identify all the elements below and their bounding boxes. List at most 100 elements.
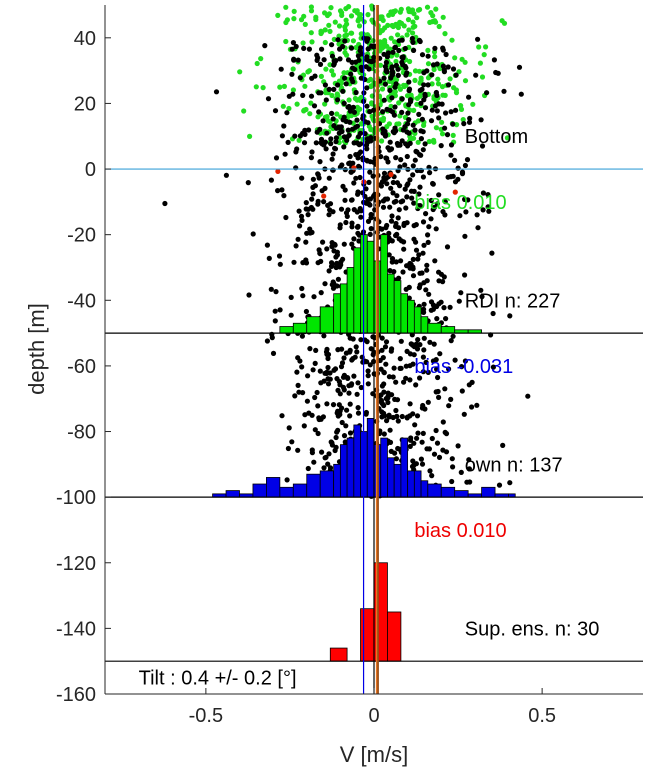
scatter-point bbox=[462, 233, 468, 239]
scatter-point bbox=[427, 170, 433, 176]
scatter-point bbox=[396, 121, 402, 127]
scatter-point bbox=[344, 137, 350, 143]
scatter-point bbox=[404, 194, 410, 200]
scatter-point bbox=[422, 406, 428, 412]
scatter-point bbox=[403, 363, 409, 369]
scatter-point bbox=[386, 121, 392, 127]
scatter-point bbox=[450, 132, 456, 138]
scatter-point bbox=[296, 208, 302, 214]
scatter-point bbox=[396, 38, 402, 44]
scatter-point bbox=[348, 45, 355, 51]
scatter-point bbox=[408, 92, 414, 98]
scatter-point bbox=[290, 66, 296, 72]
scatter-point bbox=[433, 389, 439, 395]
scatter-point bbox=[432, 258, 438, 264]
scatter-point bbox=[322, 101, 328, 107]
scatter-point bbox=[415, 139, 421, 145]
scatter-point bbox=[386, 252, 392, 258]
scatter-point bbox=[384, 69, 390, 75]
scatter-point bbox=[302, 21, 308, 27]
scatter-point bbox=[453, 72, 459, 78]
scatter-point bbox=[439, 101, 445, 107]
scatter-point bbox=[379, 383, 385, 389]
scatter-point bbox=[309, 229, 315, 235]
scatter-point bbox=[310, 176, 316, 182]
scatter-point bbox=[365, 368, 371, 374]
scatter-point bbox=[324, 401, 330, 407]
scatter-point bbox=[302, 412, 308, 418]
histogram-bar bbox=[420, 316, 429, 334]
scatter-point bbox=[383, 155, 389, 161]
scatter-point bbox=[328, 136, 334, 142]
scatter-point bbox=[414, 15, 420, 21]
scatter-point bbox=[480, 207, 486, 213]
scatter-point bbox=[381, 389, 387, 395]
scatter-point bbox=[384, 54, 390, 60]
scatter-point bbox=[455, 165, 461, 171]
scatter-point bbox=[363, 186, 369, 192]
scatter-point bbox=[306, 46, 312, 52]
scatter-point bbox=[329, 53, 336, 59]
scatter-point bbox=[330, 167, 336, 173]
scatter-point bbox=[441, 305, 447, 311]
histogram-bar bbox=[380, 437, 388, 498]
scatter-point bbox=[380, 109, 386, 115]
scatter-point bbox=[458, 290, 464, 296]
scatter-point bbox=[407, 377, 413, 383]
scatter-point bbox=[433, 226, 439, 232]
scatter-point bbox=[353, 344, 359, 350]
scatter-point bbox=[329, 243, 335, 250]
histogram-bar bbox=[279, 326, 294, 334]
scatter-point bbox=[446, 366, 452, 372]
scatter-point bbox=[303, 106, 309, 113]
scatter-point bbox=[407, 97, 414, 103]
scatter-point bbox=[432, 103, 438, 109]
scatter-point bbox=[382, 196, 388, 202]
scatter-point bbox=[339, 346, 345, 352]
scatter-point bbox=[478, 287, 484, 293]
scatter-point bbox=[457, 213, 463, 219]
scatter-point bbox=[298, 213, 305, 219]
scatter-point bbox=[380, 17, 386, 23]
scatter-point bbox=[393, 456, 399, 462]
scatter-point bbox=[370, 352, 376, 358]
scatter-point bbox=[364, 103, 370, 109]
scatter-point bbox=[418, 136, 424, 142]
scatter-point bbox=[327, 62, 333, 68]
scatter-point bbox=[389, 392, 395, 398]
scatter-point bbox=[299, 333, 305, 339]
scatter-point bbox=[414, 101, 420, 107]
scatter-point bbox=[484, 90, 490, 96]
scatter-point bbox=[394, 397, 401, 403]
scatter-point bbox=[380, 204, 387, 210]
scatter-point bbox=[430, 358, 436, 364]
scatter-point bbox=[309, 39, 315, 45]
scatter-point bbox=[294, 146, 300, 152]
histogram-bar bbox=[413, 306, 422, 334]
scatter-point bbox=[247, 133, 253, 139]
scatter-point bbox=[318, 73, 324, 79]
scatter-point bbox=[317, 251, 323, 257]
scatter-point bbox=[281, 83, 287, 89]
scatter-point bbox=[453, 90, 460, 96]
scatter-point bbox=[402, 45, 408, 52]
scatter-point bbox=[300, 260, 306, 266]
histogram-bar bbox=[366, 240, 375, 334]
scatter-point bbox=[418, 100, 424, 106]
scatter-point bbox=[416, 252, 422, 258]
y-tick-label: -20 bbox=[67, 225, 96, 247]
scatter-point bbox=[332, 447, 338, 454]
scatter-point bbox=[436, 278, 442, 284]
histogram-bar bbox=[279, 486, 294, 498]
scatter-point bbox=[398, 199, 404, 205]
scatter-point bbox=[300, 40, 306, 46]
scatter-point bbox=[320, 414, 326, 420]
scatter-point bbox=[356, 23, 363, 29]
scatter-point bbox=[286, 105, 292, 112]
scatter-point bbox=[407, 437, 414, 443]
scatter-point bbox=[491, 57, 497, 63]
scatter-point bbox=[393, 81, 399, 87]
scatter-point bbox=[341, 241, 347, 247]
scatter-point bbox=[475, 225, 481, 231]
